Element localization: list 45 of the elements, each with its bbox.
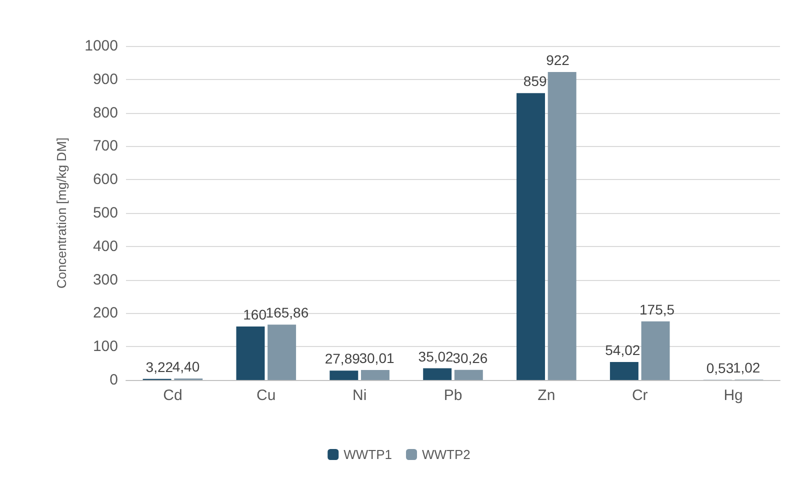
data-label: 165,86 <box>266 304 309 321</box>
bar <box>548 72 576 380</box>
x-tick-label: Zn <box>538 387 556 404</box>
bar <box>454 370 483 380</box>
y-tick-label: 200 <box>92 304 118 322</box>
data-label: 859 <box>523 73 547 90</box>
bar <box>236 326 265 380</box>
y-axis-title: Concentration [mg/kg DM] <box>54 137 69 289</box>
data-label: 30,01 <box>359 350 394 366</box>
bar <box>610 362 638 380</box>
bar <box>423 368 452 380</box>
data-label: 3,22 <box>146 358 174 375</box>
y-tick-label: 0 <box>110 372 118 388</box>
bar <box>641 321 670 380</box>
x-tick-label: Hg <box>724 387 743 404</box>
legend-label: WWTP1 <box>344 447 392 462</box>
data-label: 175,5 <box>640 301 675 318</box>
x-tick-label: Pb <box>444 387 462 404</box>
y-tick-label: 800 <box>92 104 118 122</box>
x-tick-label: Cd <box>163 387 182 404</box>
bar <box>330 370 358 380</box>
data-label: 54,02 <box>605 342 640 358</box>
y-tick-label: 1000 <box>84 38 118 54</box>
data-label: 922 <box>546 52 570 68</box>
y-tick-label: 600 <box>92 171 118 188</box>
y-tick-label: 500 <box>92 204 118 222</box>
data-label: 30,26 <box>452 350 488 366</box>
data-label: 1,02 <box>732 360 760 376</box>
legend-label: WWTP2 <box>422 447 470 462</box>
y-tick-label: 400 <box>92 238 118 255</box>
bar <box>268 324 296 380</box>
bar <box>360 370 390 380</box>
data-label: 0,53 <box>706 360 734 376</box>
data-label: 35,02 <box>418 348 454 364</box>
data-label: 27,89 <box>324 350 360 367</box>
data-label: 160 <box>243 306 267 323</box>
data-label: 4,40 <box>172 358 200 375</box>
x-tick-label: Ni <box>352 387 367 404</box>
x-tick-label: Cr <box>632 387 648 404</box>
y-tick-label: 700 <box>92 138 118 155</box>
y-tick-label: 900 <box>92 70 118 88</box>
bar <box>516 93 546 380</box>
x-tick-label: Cu <box>256 387 276 404</box>
y-tick-label: 300 <box>92 271 118 288</box>
y-tick-label: 100 <box>92 338 118 356</box>
